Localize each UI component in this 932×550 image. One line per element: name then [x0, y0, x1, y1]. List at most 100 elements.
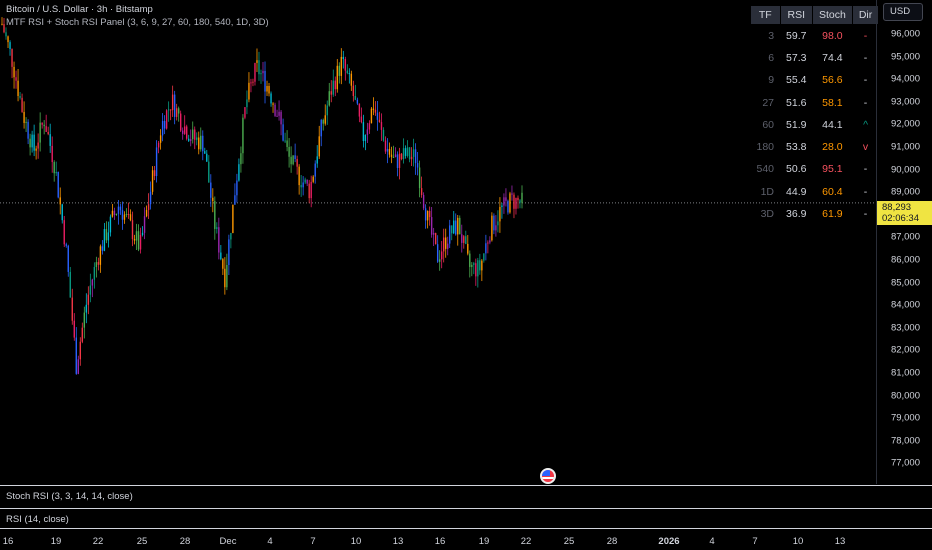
cell-stoch: 56.6: [822, 74, 843, 87]
candle: [121, 201, 124, 230]
candle: [93, 262, 96, 289]
candle: [507, 199, 509, 215]
candle: [278, 100, 280, 121]
candle: [202, 130, 204, 161]
candle: [161, 113, 164, 142]
candle: [276, 109, 278, 117]
candle: [364, 134, 367, 151]
candle: [406, 140, 409, 158]
rsi-pane[interactable]: RSI (14, close): [0, 508, 932, 528]
candle: [252, 78, 254, 87]
candle: [292, 155, 294, 166]
candlestick-chart[interactable]: [0, 0, 876, 484]
candle: [45, 114, 47, 133]
candle: [378, 111, 381, 123]
cell-tf: 60: [762, 118, 775, 131]
indicator-title[interactable]: MTF RSI + Stoch RSI Panel (3, 6, 9, 27, …: [6, 17, 269, 28]
candle: [360, 107, 363, 124]
candle: [89, 273, 92, 303]
candle: [290, 146, 292, 173]
cell-rsi: 53.8: [786, 141, 807, 154]
candle: [238, 158, 240, 182]
stoch-rsi-title[interactable]: Stoch RSI (3, 3, 14, 14, close): [6, 491, 133, 502]
candle: [25, 117, 27, 132]
candle: [358, 103, 361, 123]
table-row: 540 50.6 95.1 -: [751, 158, 879, 180]
candle: [41, 122, 43, 129]
candle: [274, 102, 276, 118]
candle: [354, 84, 357, 101]
candle: [463, 234, 465, 249]
price-tick-label: 85,000: [890, 277, 920, 289]
candle: [11, 48, 13, 79]
candle: [310, 175, 312, 208]
candle: [308, 179, 310, 204]
price-tick-label: 77,000: [890, 457, 920, 469]
candle: [83, 306, 86, 339]
main-chart-area[interactable]: Bitcoin / U.S. Dollar · 3h · Bitstamp MT…: [0, 0, 880, 484]
candle: [300, 175, 302, 197]
us-flag-event-icon[interactable]: [540, 468, 556, 484]
header-tf: TF: [750, 5, 781, 25]
price-tick-label: 90,000: [890, 164, 920, 176]
cell-rsi: 36.9: [786, 208, 807, 221]
candle: [7, 35, 9, 49]
time-tick-label: 16: [434, 536, 446, 547]
candle: [57, 171, 59, 199]
candle: [127, 202, 130, 219]
cell-rsi: 51.9: [786, 118, 807, 131]
candle: [519, 198, 521, 209]
currency-button[interactable]: USD: [883, 3, 923, 21]
candle: [459, 215, 461, 235]
candle: [414, 143, 417, 175]
symbol-title[interactable]: Bitcoin / U.S. Dollar · 3h · Bitstamp: [6, 4, 153, 15]
cell-rsi: 59.7: [786, 29, 807, 42]
candle: [424, 204, 427, 229]
stoch-rsi-pane[interactable]: Stoch RSI (3, 3, 14, 14, close): [0, 485, 932, 507]
candle: [59, 187, 61, 215]
time-tick-label: 19: [50, 536, 62, 547]
candle: [465, 230, 467, 245]
candle: [400, 152, 403, 161]
candle: [236, 173, 238, 203]
candle: [426, 210, 429, 229]
candle: [469, 250, 471, 278]
candle: [143, 207, 146, 240]
candle: [408, 147, 411, 163]
time-tick-label: 13: [834, 536, 846, 547]
candle: [133, 234, 136, 245]
candle: [453, 211, 455, 235]
time-axis[interactable]: 16 19 22 25 28 Dec 4 7 10 13 16 19 22 25 28 2026 4 7 10 13: [0, 528, 932, 550]
candle: [509, 191, 511, 214]
candle: [192, 121, 194, 144]
candle: [258, 51, 260, 81]
candle: [111, 203, 114, 218]
candle: [505, 188, 507, 207]
candle: [320, 118, 322, 147]
candle: [362, 114, 365, 148]
candle: [440, 240, 443, 269]
candle: [151, 166, 154, 195]
candle: [244, 106, 246, 120]
candle: [286, 130, 288, 152]
candle: [179, 110, 182, 133]
price-axis[interactable]: USD 96,000 95,000 94,000 93,000 92,000 91,000…: [876, 0, 932, 484]
cell-stoch: 44.1: [822, 118, 843, 131]
candle: [204, 147, 206, 154]
price-tick-label: 96,000: [890, 28, 920, 40]
price-tick-label: 84,000: [890, 299, 920, 311]
candle: [73, 313, 75, 341]
rsi-title[interactable]: RSI (14, close): [6, 514, 69, 525]
candle: [270, 91, 272, 107]
candle: [266, 80, 268, 97]
candle: [348, 68, 351, 84]
cell-tf: 3D: [760, 208, 775, 221]
candle: [113, 207, 116, 220]
time-tick-label: 22: [92, 536, 104, 547]
candle: [55, 161, 57, 176]
price-tick-label: 81,000: [890, 367, 920, 379]
candle: [418, 160, 421, 198]
candle: [61, 203, 63, 224]
candle: [1, 17, 3, 26]
candle: [517, 195, 519, 209]
